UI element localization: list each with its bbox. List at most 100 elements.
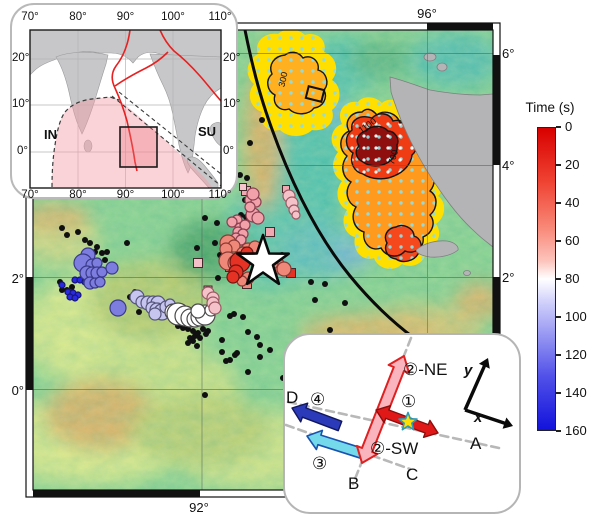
rupture-initiation-star	[398, 411, 418, 431]
time-60s-palepink	[201, 189, 301, 315]
contour-label-700: 700	[386, 148, 400, 165]
background-seismicity-dot	[240, 314, 246, 320]
background-seismicity-dot	[214, 220, 220, 226]
colorbar-tick-label: 80	[565, 271, 580, 286]
colorbar-tick	[556, 392, 561, 394]
background-seismicity-dot	[124, 240, 130, 246]
segment-1-label: ①	[401, 392, 417, 411]
ov-lat-20-left: 20°	[12, 52, 30, 64]
background-seismicity-dot	[257, 342, 263, 348]
aftershock-square	[265, 227, 275, 237]
india-plate-label: IN	[44, 127, 57, 142]
plate-boundaries	[111, 30, 221, 172]
fault-end-c-label: C	[406, 465, 419, 484]
mainshock-star	[236, 233, 291, 286]
segment-4-label: ④	[310, 390, 326, 409]
aftershock-square	[193, 258, 203, 268]
fault-end-a-label: A	[470, 434, 482, 453]
background-seismicity-dot	[190, 338, 196, 344]
aftershock-seismicity	[57, 117, 348, 398]
ov-lon-90-bot: 90°	[116, 189, 135, 201]
background-seismicity-dot	[194, 343, 200, 349]
rupture-diagram	[285, 336, 513, 486]
background-seismicity-dot	[232, 352, 238, 358]
colorbar-tick	[556, 164, 561, 166]
background-seismicity-dot	[202, 392, 208, 398]
ov-lat-0-left: 0°	[17, 145, 28, 157]
ov-lat-20-right: 20°	[223, 52, 241, 64]
background-seismicity-dot	[212, 240, 218, 246]
contour-label-300: 300	[277, 71, 290, 88]
background-seismicity-dot	[237, 172, 243, 178]
time-colorbar: Time (s) 0 20 40 60 80 100 120 140 160	[510, 100, 600, 450]
colorbar-tick-label: 20	[565, 157, 580, 172]
lat-label-left-0: 0°	[11, 383, 24, 398]
lat-label-right-2: 2°	[502, 270, 515, 285]
background-seismicity-dot	[194, 245, 200, 251]
overview-inset: 70° 80° 90° 100° 110° 70° 80° 90° 100° 1…	[10, 3, 241, 201]
colorbar-tick-label: 100	[565, 309, 587, 324]
y-axis-arrow	[463, 358, 490, 411]
ov-lon-80-bot: 80°	[69, 189, 87, 201]
background-seismicity-dot	[59, 287, 65, 293]
colorbar-tick	[556, 278, 561, 280]
background-seismicity-dot	[192, 333, 198, 339]
background-seismicity-dot	[259, 117, 265, 123]
background-seismicity-dot	[203, 331, 209, 337]
sunda-plate-label: SU	[198, 124, 217, 139]
ov-lon-70-top: 70°	[21, 11, 39, 23]
colorbar-tick	[556, 430, 561, 432]
background-seismicity-dot	[82, 237, 88, 243]
rupture-4-arrow	[291, 402, 343, 432]
background-seismicity-dot	[136, 309, 142, 315]
background-seismicity-dot	[190, 328, 196, 334]
x-axis-arrow	[464, 408, 513, 429]
background-seismicity-dot	[245, 369, 251, 375]
colorbar-tick	[556, 240, 561, 242]
ov-lon-100-top: 100°	[161, 11, 185, 23]
background-seismicity-dot	[219, 349, 225, 355]
ov-lat-0-right: 0°	[223, 145, 234, 157]
background-seismicity-dot	[197, 335, 203, 341]
colorbar-tick-label: 160	[565, 423, 587, 438]
lat-label-left-2: 2°	[11, 271, 24, 286]
ov-lon-110-top: 110°	[208, 11, 232, 23]
lat-label-right-4: 4°	[502, 158, 515, 173]
lat-label-right-6: 6°	[502, 46, 515, 61]
time-110s-slate	[73, 247, 127, 317]
colorbar-tick-label: 0	[565, 119, 573, 134]
background-seismicity-dot	[75, 229, 81, 235]
colorbar-tick	[556, 202, 561, 204]
background-seismicity-dot	[99, 250, 105, 256]
study-area-rectangle	[119, 126, 158, 168]
background-seismicity-dot	[202, 215, 208, 221]
background-seismicity-dot	[312, 297, 318, 303]
colorbar-gradient	[537, 127, 556, 431]
slip-sample-rectangle	[304, 85, 326, 103]
background-seismicity-dot	[69, 284, 75, 290]
x-axis-label: x	[474, 409, 483, 426]
colorbar-tick-label: 120	[565, 347, 587, 362]
background-seismicity-dot	[102, 257, 108, 263]
sunda-trench-dashed	[111, 91, 221, 187]
fault-end-b-label: B	[348, 474, 360, 493]
segment-2sw-label: ②-SW	[370, 439, 419, 458]
ov-lat-10-right: 10°	[223, 98, 241, 110]
colorbar-title: Time (s)	[525, 100, 575, 115]
background-seismicity-dot	[231, 311, 237, 317]
colorbar-tick	[556, 354, 561, 356]
background-seismicity-dot	[104, 249, 110, 255]
background-seismicity-dot	[254, 334, 260, 340]
segment-3-label: ③	[312, 454, 328, 473]
background-seismicity-dot	[327, 327, 333, 333]
colorbar-tick-label: 140	[565, 385, 587, 400]
y-axis-label: y	[464, 362, 473, 379]
background-seismicity-dot	[267, 347, 273, 353]
overview-graticule	[30, 30, 221, 188]
ov-lon-110-bot: 110°	[208, 189, 232, 201]
background-seismicity-dot	[308, 279, 314, 285]
background-seismicity-dot	[200, 326, 206, 332]
rupture-diagram-inset: ②-NE ① ②-SW ③ ④ D A B C x y	[283, 333, 521, 514]
lon-label-96: 96°	[417, 6, 437, 21]
background-seismicity-dot	[185, 340, 191, 346]
